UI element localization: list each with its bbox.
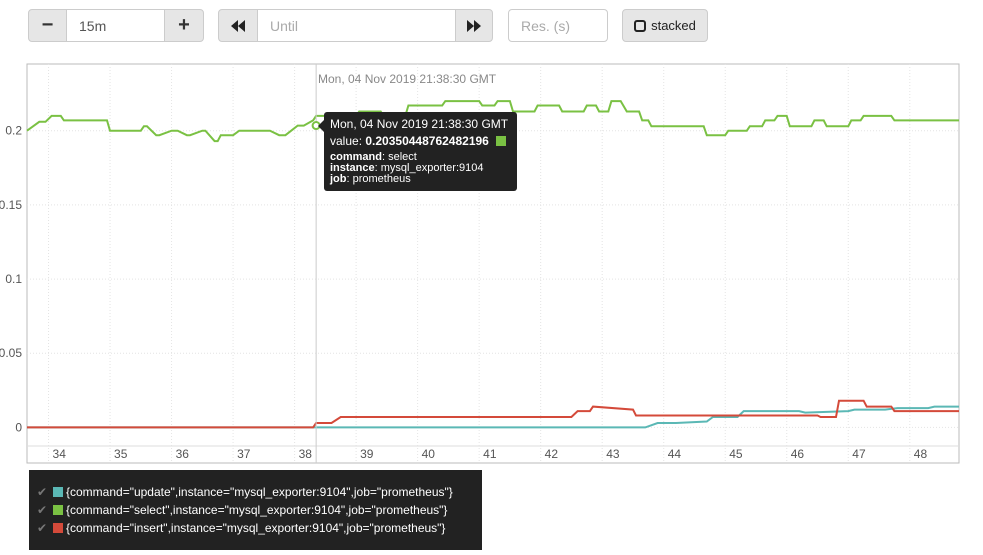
series-line-select bbox=[26, 100, 959, 143]
hover-time-label: Mon, 04 Nov 2019 21:38:30 GMT bbox=[318, 72, 497, 86]
check-icon[interactable]: ✔ bbox=[37, 521, 48, 535]
y-tick-label: 0.15 bbox=[0, 198, 22, 212]
tooltip-job-value: prometheus bbox=[352, 173, 411, 185]
check-icon[interactable]: ✔ bbox=[37, 485, 48, 499]
tooltip-instance-label: instance bbox=[330, 162, 375, 174]
double-chevron-left-icon bbox=[231, 19, 245, 32]
stacked-toggle[interactable]: stacked bbox=[622, 9, 708, 42]
legend-label: {command="select",instance="mysql_export… bbox=[66, 503, 448, 517]
y-tick-label: 0.1 bbox=[5, 272, 22, 286]
tooltip-job-row: job: prometheus bbox=[330, 173, 411, 185]
legend-item-insert[interactable]: ✔ {command="insert",instance="mysql_expo… bbox=[37, 519, 474, 537]
tooltip-value-label: value: bbox=[330, 134, 363, 148]
graph[interactable]: 34 35 36 37 38 39 40 41 42 43 44 45 46 47 48 0.2 0.15 0.1… bbox=[0, 0, 983, 475]
tooltip-job-label: job bbox=[330, 173, 347, 185]
tooltip-command-value: select bbox=[388, 151, 417, 163]
legend-swatch bbox=[53, 523, 63, 533]
series-line-insert bbox=[27, 399, 959, 429]
tooltip-command-row: command: select bbox=[330, 151, 417, 163]
range-increase-button[interactable]: + bbox=[164, 9, 204, 42]
until-input[interactable]: Until bbox=[257, 9, 457, 42]
x-tick-label: 44 bbox=[668, 447, 682, 461]
check-icon[interactable]: ✔ bbox=[37, 503, 48, 517]
tooltip-instance-row: instance: mysql_exporter:9104 bbox=[330, 162, 484, 174]
series-line-update bbox=[27, 405, 959, 429]
x-tick-label: 42 bbox=[545, 447, 559, 461]
plot-frame bbox=[26, 63, 960, 464]
y-tick-label: 0 bbox=[15, 420, 22, 434]
tooltip-series-swatch bbox=[496, 136, 507, 146]
range-decrease-button[interactable]: − bbox=[28, 9, 67, 42]
x-tick-label: 47 bbox=[852, 447, 866, 461]
x-tick-label: 38 bbox=[299, 447, 313, 461]
legend: ✔ {command="update",instance="mysql_expo… bbox=[29, 470, 482, 550]
tooltip-instance-value: mysql_exporter:9104 bbox=[380, 162, 484, 174]
x-tick-label: 43 bbox=[606, 447, 620, 461]
legend-label: {command="update",instance="mysql_export… bbox=[66, 485, 453, 499]
stacked-label: stacked bbox=[651, 18, 696, 33]
resolution-input[interactable]: Res. (s) bbox=[508, 9, 608, 42]
y-tick-label: 0.2 bbox=[5, 124, 22, 138]
minus-icon: − bbox=[41, 14, 54, 36]
x-tick-label: 36 bbox=[176, 447, 190, 461]
legend-swatch bbox=[53, 487, 63, 497]
legend-swatch bbox=[53, 505, 63, 515]
x-tick-label: 46 bbox=[791, 447, 805, 461]
checkbox-icon bbox=[634, 19, 647, 32]
x-tick-label: 39 bbox=[360, 447, 374, 461]
x-tick-label: 40 bbox=[422, 447, 436, 461]
tooltip-command-label: command bbox=[330, 151, 382, 163]
x-tick-label: 34 bbox=[53, 447, 67, 461]
range-input[interactable]: 15m bbox=[66, 9, 165, 42]
tooltip-time: Mon, 04 Nov 2019 21:38:30 GMT bbox=[330, 117, 509, 131]
y-tick-label: 0.05 bbox=[0, 346, 22, 360]
legend-item-select[interactable]: ✔ {command="select",instance="mysql_expo… bbox=[37, 501, 474, 519]
back-button[interactable] bbox=[218, 9, 258, 42]
x-tick-label: 45 bbox=[729, 447, 743, 461]
hover-tooltip: Mon, 04 Nov 2019 21:38:30 GMT value: 0.2… bbox=[318, 112, 517, 191]
double-chevron-right-icon bbox=[467, 19, 481, 32]
forward-button[interactable] bbox=[455, 9, 493, 42]
x-tick-label: 35 bbox=[114, 447, 128, 461]
x-tick-label: 48 bbox=[914, 447, 928, 461]
graph-canvas[interactable]: 34 35 36 37 38 39 40 41 42 43 44 45 46 47 48 0.2 0.15 0.1… bbox=[0, 0, 983, 470]
x-tick-label: 41 bbox=[483, 447, 497, 461]
tooltip-value: 0.20350448762482196 bbox=[365, 134, 489, 148]
plus-icon: + bbox=[178, 14, 190, 36]
legend-label: {command="insert",instance="mysql_export… bbox=[66, 521, 446, 535]
legend-item-update[interactable]: ✔ {command="update",instance="mysql_expo… bbox=[37, 483, 474, 501]
x-tick-label: 37 bbox=[237, 447, 251, 461]
tooltip-value-row: value: 0.20350448762482196 bbox=[330, 135, 511, 148]
